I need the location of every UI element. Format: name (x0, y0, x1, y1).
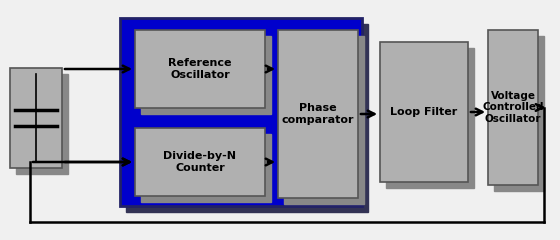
Text: Voltage
Controlled
Oscillator: Voltage Controlled Oscillator (482, 91, 544, 124)
Bar (488, 30, 538, 185)
Bar (10, 68, 62, 168)
Bar (141, 36, 271, 114)
Bar (126, 24, 368, 212)
Text: Divide-by-N
Counter: Divide-by-N Counter (164, 151, 236, 173)
Bar (120, 18, 362, 206)
Text: Reference
Oscillator: Reference Oscillator (168, 58, 232, 80)
Bar (141, 134, 271, 202)
Bar (135, 30, 265, 108)
Bar (494, 36, 544, 191)
Bar (135, 128, 265, 196)
Bar (380, 42, 468, 182)
Text: Loop Filter: Loop Filter (390, 107, 458, 117)
Bar (16, 74, 68, 174)
Text: Phase
comparator: Phase comparator (282, 103, 354, 125)
Bar (278, 30, 358, 198)
Bar (386, 48, 474, 188)
Bar (284, 36, 364, 204)
